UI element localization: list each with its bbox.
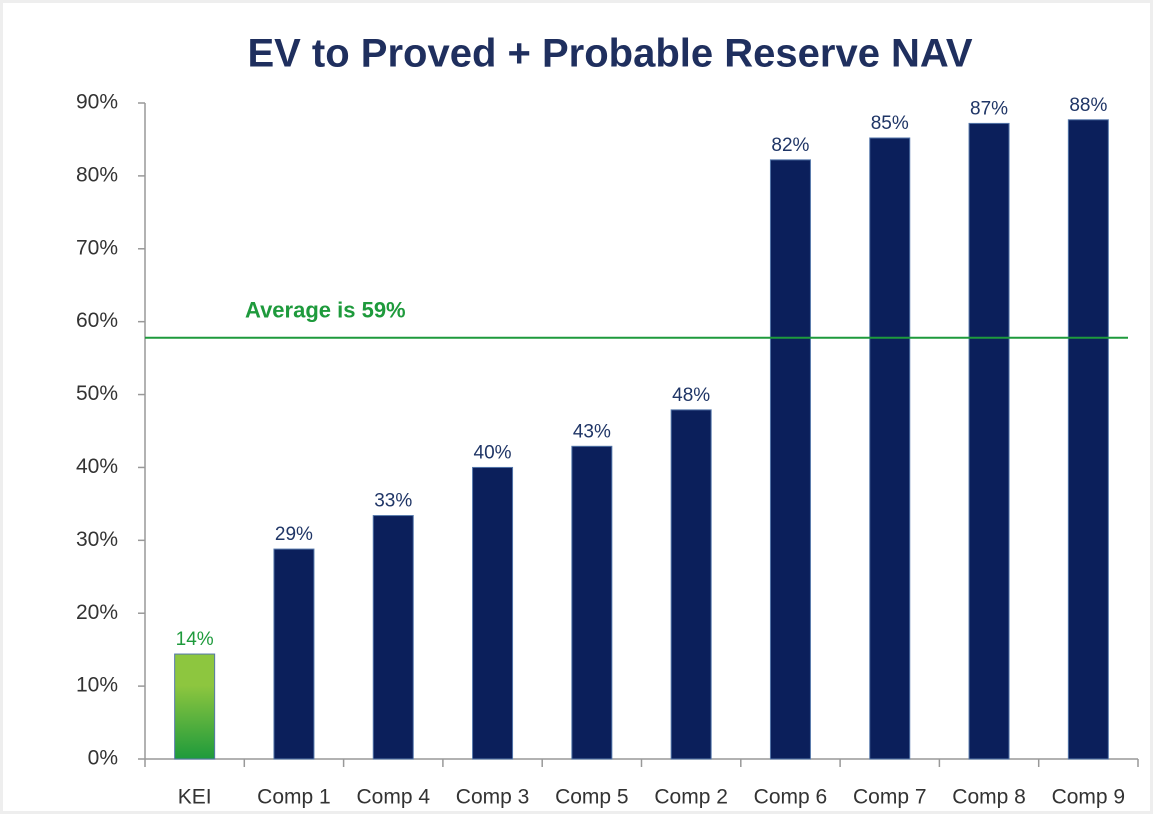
x-tick-label: KEI: [178, 786, 212, 809]
y-tick-label: 70%: [76, 236, 118, 259]
value-label: 40%: [474, 442, 512, 463]
bar: [273, 548, 315, 760]
value-label: 88%: [1069, 95, 1107, 116]
value-label: 82%: [771, 135, 809, 156]
value-label: 33%: [374, 491, 412, 512]
value-label: 87%: [970, 98, 1008, 119]
y-tick-label: 60%: [76, 309, 118, 332]
chart-title: EV to Proved + Probable Reserve NAV: [247, 32, 972, 76]
value-label: 29%: [275, 524, 313, 545]
y-tick-label: 40%: [76, 455, 118, 478]
x-tick-label: Comp 6: [754, 786, 828, 809]
x-tick-label: Comp 8: [952, 786, 1026, 809]
y-tick-label: 90%: [76, 91, 118, 114]
bar: [174, 653, 216, 760]
y-tick-label: 30%: [76, 528, 118, 551]
x-tick-label: Comp 4: [356, 786, 430, 809]
bar: [769, 159, 811, 760]
value-label: 14%: [176, 629, 214, 650]
y-tick-label: 80%: [76, 163, 118, 186]
bar: [571, 445, 613, 760]
bar: [869, 137, 911, 760]
y-tick-label: 0%: [88, 747, 118, 770]
y-tick-label: 20%: [76, 601, 118, 624]
bar: [472, 466, 514, 760]
y-tick-label: 50%: [76, 382, 118, 405]
x-tick-label: Comp 9: [1052, 786, 1126, 809]
bar: [1067, 119, 1109, 760]
x-tick-label: Comp 1: [257, 786, 331, 809]
average-label: Average is 59%: [245, 298, 406, 323]
x-tick-label: Comp 3: [456, 786, 530, 809]
value-label: 48%: [672, 385, 710, 406]
x-tick-label: Comp 5: [555, 786, 629, 809]
bar: [968, 122, 1010, 760]
bar: [372, 515, 414, 760]
value-label: 85%: [871, 113, 909, 134]
bar: [670, 409, 712, 760]
value-label: 43%: [573, 421, 611, 442]
x-tick-label: Comp 7: [853, 786, 927, 809]
y-tick-label: 10%: [76, 674, 118, 697]
x-tick-label: Comp 2: [654, 786, 728, 809]
